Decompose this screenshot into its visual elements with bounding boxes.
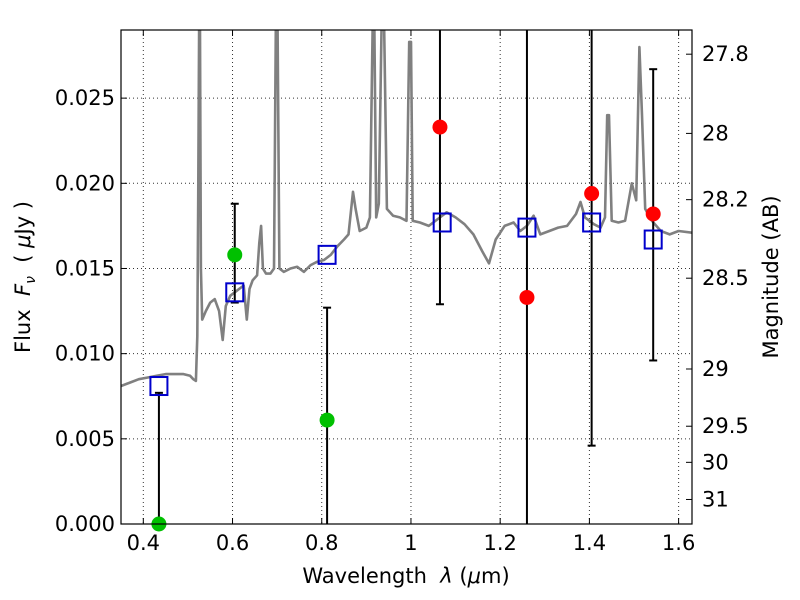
model-band-marker [582,212,602,233]
y-tick-label: 0.000 [55,512,115,536]
observed-flux-point [645,206,661,222]
x-tick-label: 1.4 [573,531,606,555]
plot-background [121,30,692,524]
y2-tick-label: 29.5 [702,414,749,438]
y-axis-label: Flux Fν ( μJy ) [11,201,39,353]
model-spectrum-line [121,30,692,388]
model-band-markers-layer [149,212,663,397]
y-tick-label: 0.020 [55,171,115,195]
y2-tick-label: 27.8 [702,42,749,66]
x-tick-label: 1.6 [662,531,695,555]
y2-tick-label: 28.2 [702,188,749,212]
y-tick-label: 0.005 [55,427,115,451]
y2-tick-label: 29 [702,357,729,381]
observed-points-layer [151,119,661,532]
model-band-marker [225,282,245,303]
y-tick-label: 0.025 [55,86,115,110]
observed-flux-point [584,186,600,202]
y-tick-label: 0.015 [55,256,115,280]
observed-flux-point [519,289,535,305]
y2-axis-ticks: 27.8 28 28.2 28.5 29 29.5 30 31 [686,42,749,511]
plot-frame [120,29,693,525]
y-axis-ticks: 0.000 0.005 0.010 0.015 0.020 0.025 [55,86,127,536]
y2-tick-label: 31 [702,487,729,511]
model-band-marker [432,212,452,233]
model-band-marker [643,229,663,250]
y2-tick-label: 28 [702,121,729,145]
y2-axis-label: Magnitude (AB) [759,195,783,358]
y-tick-label: 0.010 [55,342,115,366]
model-band-marker [149,376,169,397]
x-tick-label: 0.6 [216,531,249,555]
model-band-marker [317,244,337,265]
model-spectrum-layer [121,30,692,388]
x-tick-label: 0.4 [127,531,160,555]
x-axis-ticks: 0.4 0.6 0.8 1 1.2 1.4 1.6 [127,30,695,555]
x-axis-label: Wavelength λ (μm) [302,564,509,588]
model-band-marker [517,217,537,238]
observed-flux-point [432,119,448,135]
y2-tick-label: 30 [702,450,729,474]
observed-flux-point [227,247,243,263]
y2-tick-label: 28.5 [702,266,749,290]
x-tick-label: 0.8 [305,531,338,555]
x-tick-label: 1.2 [483,531,516,555]
observed-flux-point [319,412,335,428]
x-tick-label: 1 [404,531,417,555]
